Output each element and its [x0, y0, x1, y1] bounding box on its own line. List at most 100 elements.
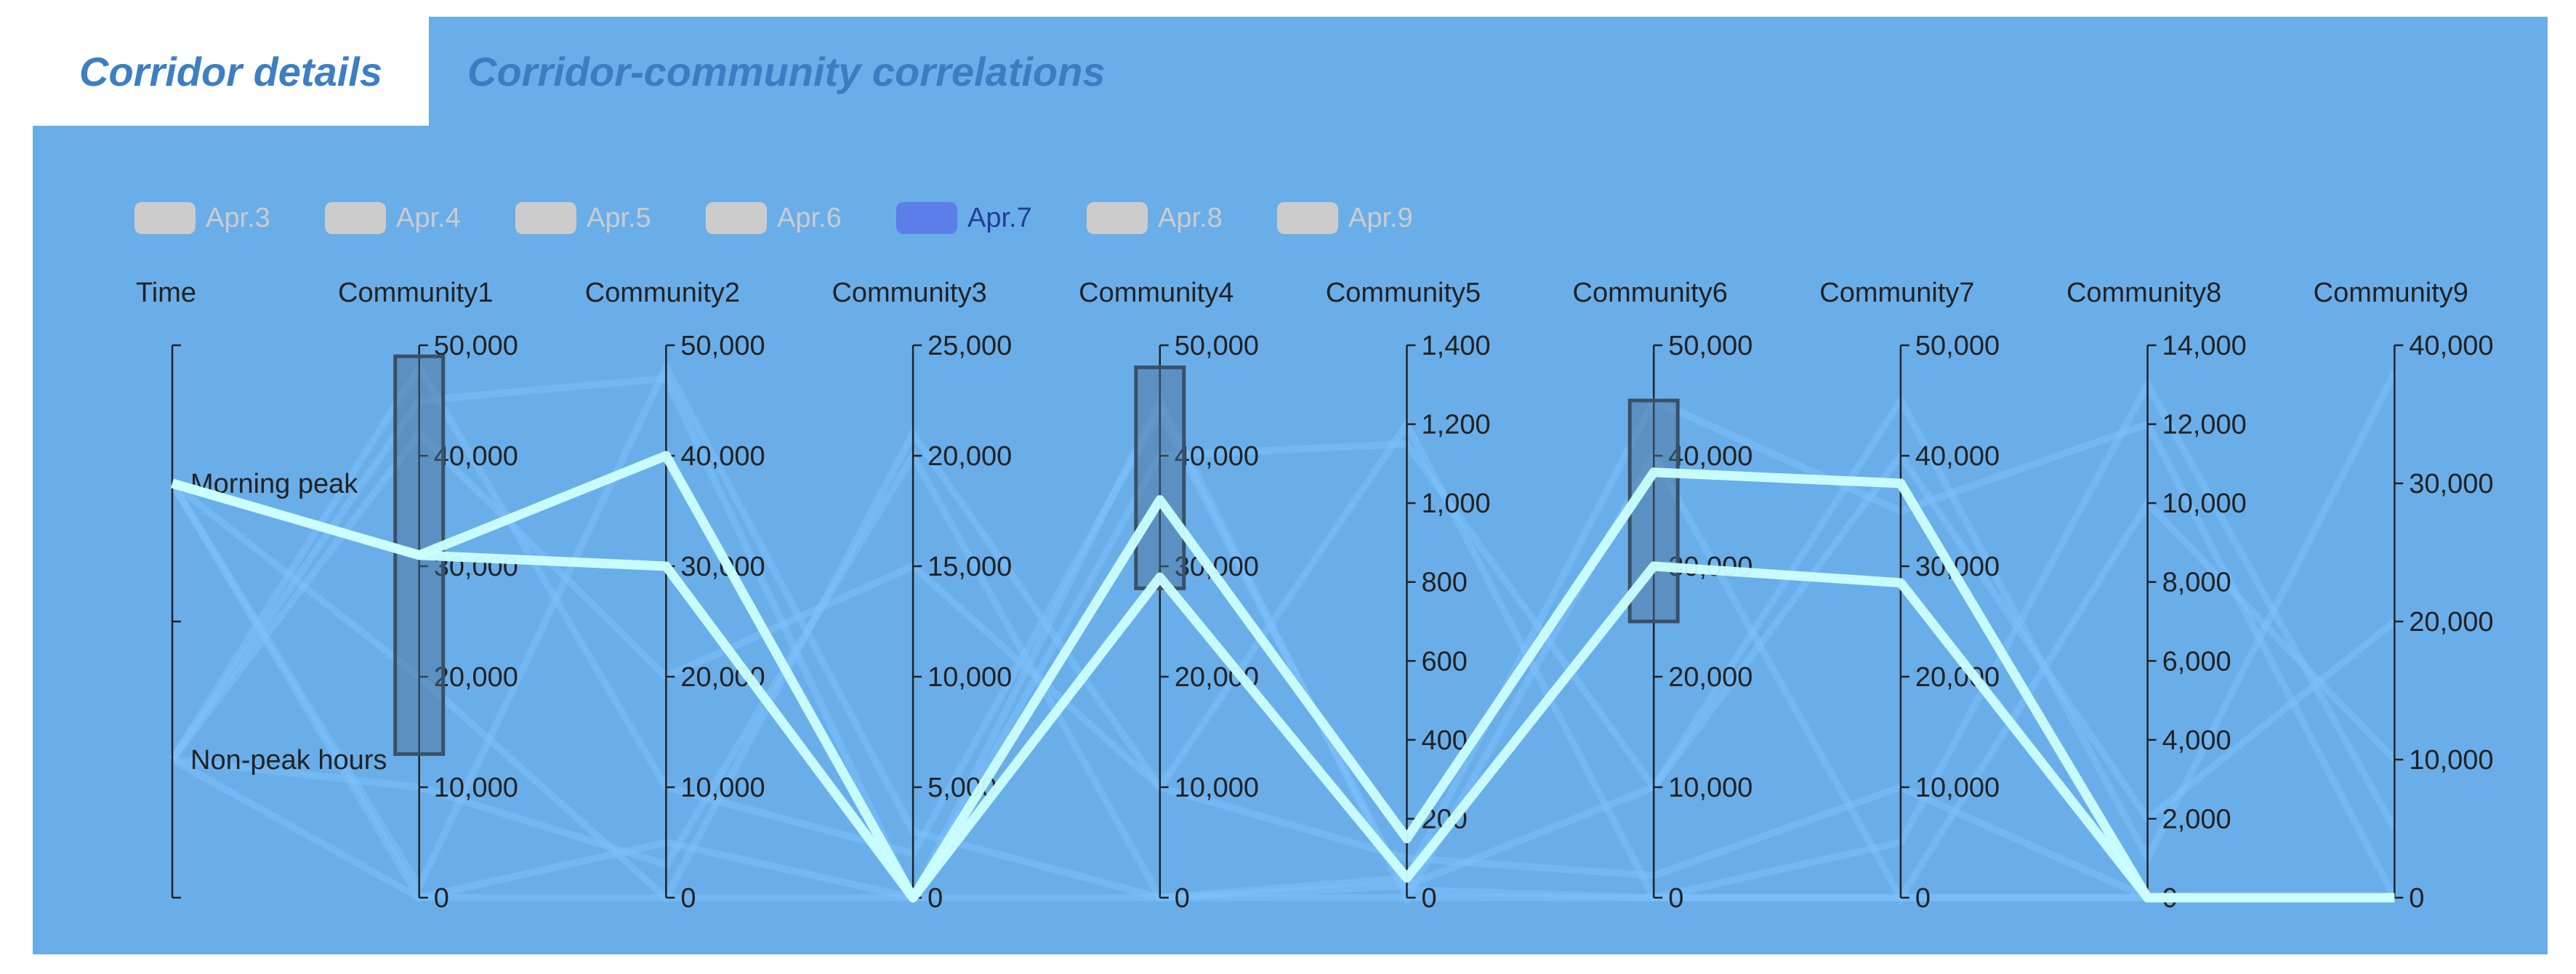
legend-swatch — [515, 202, 576, 234]
legend-swatch — [134, 202, 196, 234]
tick-label: 30,000 — [2409, 469, 2493, 499]
legend-swatch — [1277, 202, 1338, 234]
tick-label: 0 — [927, 883, 943, 914]
faded-series-group — [169, 359, 2398, 906]
tick-label: 40,000 — [1175, 441, 1259, 472]
tick-label: 50,000 — [1175, 331, 1259, 361]
tab-corridor-community-correlations[interactable]: Corridor-community correlations — [467, 48, 1106, 94]
tick-label: 1,000 — [1422, 488, 1491, 519]
axis-community7: Community7010,00020,00030,00040,00050,00… — [1819, 278, 2000, 914]
tick-label: 400 — [1422, 725, 1468, 756]
highlighted-series-line-0 — [171, 451, 2395, 903]
tick-label: 10,000 — [2162, 488, 2247, 519]
legend-item-apr-3[interactable]: Apr.3 — [134, 202, 325, 234]
tick-label: 10,000 — [1915, 773, 2000, 803]
axis-name: Community7 — [1819, 278, 1974, 308]
tick-label: 10,000 — [680, 773, 765, 803]
faded-series-line-1 — [172, 395, 2398, 902]
legend-swatch — [706, 202, 767, 234]
legend-label: Apr.8 — [1158, 202, 1223, 233]
tick-label: 600 — [1422, 646, 1468, 677]
tick-label: 40,000 — [1915, 441, 2000, 472]
axis-community2: Community2010,00020,00030,00040,00050,00… — [585, 278, 765, 914]
tick-label: 50,000 — [434, 331, 518, 361]
faded-series-line-3 — [169, 427, 2395, 903]
tick-label: 4,000 — [2162, 725, 2231, 756]
legend-item-apr-9[interactable]: Apr.9 — [1277, 202, 1468, 234]
tick-label: 2,000 — [2162, 804, 2231, 834]
tick-label: 40,000 — [1668, 441, 1752, 472]
axis-community9: Community9 0 10,000 20,000 30,000 40,000 — [2314, 278, 2494, 914]
legend-swatch — [896, 202, 957, 234]
axis-brush-community4[interactable] — [1134, 365, 1186, 590]
chart-legend: Apr.3 Apr.4 Apr.5 Apr.6 Apr.7 Apr.8 Apr.9 — [134, 200, 1468, 236]
axis-community4: Community4010,00020,00030,00040,00050,00… — [1079, 278, 1259, 914]
tick-label: 50,000 — [1668, 331, 1752, 361]
tick-label: 0 — [434, 883, 449, 914]
tick-label: 800 — [1422, 568, 1468, 598]
tick-label: 8,000 — [2162, 568, 2231, 598]
faded-series-line-7 — [169, 377, 2398, 902]
axis-name: Community8 — [2066, 278, 2221, 308]
faded-series-line-6 — [169, 359, 2397, 902]
highlighted-series-group — [171, 451, 2395, 903]
tick-label: 10,000 — [2409, 745, 2493, 776]
highlighted-series-line-1 — [171, 478, 2395, 903]
tick-label: 6,000 — [2162, 646, 2231, 677]
axis-community6: Community6010,00020,00030,00040,00050,00… — [1573, 278, 1753, 914]
legend-item-apr-7[interactable]: Apr.7 — [896, 202, 1087, 234]
axis-name: Community2 — [585, 278, 740, 308]
tick-label: 20,000 — [434, 662, 518, 693]
tick-label: 0 — [2409, 883, 2424, 914]
tick-label: 10,000 — [927, 662, 1012, 693]
faded-series-line-2 — [169, 392, 2397, 906]
tick-label: 20,000 — [927, 441, 1012, 472]
legend-label: Apr.9 — [1348, 202, 1413, 233]
tick-label: 40,000 — [680, 441, 765, 472]
tick-label: 12,000 — [2162, 410, 2247, 440]
chart-panel — [33, 17, 2548, 954]
axis-name: Community4 — [1079, 278, 1233, 308]
legend-swatch — [325, 202, 386, 234]
tick-label: 40,000 — [2409, 331, 2493, 361]
legend-item-apr-6[interactable]: Apr.6 — [706, 202, 896, 234]
tick-label: 50,000 — [1915, 331, 2000, 361]
legend-item-apr-4[interactable]: Apr.4 — [325, 202, 515, 234]
category-label: Non-peak hours — [190, 745, 387, 776]
legend-label: Apr.3 — [206, 202, 270, 233]
tick-label: 50,000 — [680, 331, 765, 361]
tick-label: 15,000 — [927, 552, 1012, 582]
tick-label: 0 — [1175, 883, 1190, 914]
axis-community1: Community1010,00020,00030,00040,00050,00… — [338, 278, 518, 914]
tick-label: 10,000 — [1668, 773, 1752, 803]
legend-label: Apr.4 — [396, 202, 461, 233]
tick-label: 0 — [1422, 883, 1437, 914]
tab-corridor-details[interactable]: Corridor details — [33, 17, 429, 126]
axis-name: Community9 — [2314, 278, 2468, 308]
legend-label: Apr.6 — [777, 202, 842, 233]
faded-series-line-5 — [170, 756, 2395, 901]
faded-series-line-0 — [169, 371, 2398, 906]
tick-label: 14,000 — [2162, 331, 2247, 361]
tick-label: 0 — [1915, 883, 1931, 914]
tick-label: 1,400 — [1422, 331, 1491, 361]
tick-label: 1,200 — [1422, 410, 1491, 440]
axis-name: Community5 — [1326, 278, 1481, 308]
tick-label: 10,000 — [434, 773, 518, 803]
tab-bar: Corridor details Corridor-community corr… — [33, 17, 2548, 126]
legend-item-apr-5[interactable]: Apr.5 — [515, 202, 706, 234]
legend-label: Apr.5 — [587, 202, 651, 233]
faded-series-line-4 — [169, 360, 2395, 901]
axis-name: Time — [136, 278, 196, 308]
axis-name: Community3 — [832, 278, 986, 308]
legend-label: Apr.7 — [967, 202, 1032, 233]
tick-label: 25,000 — [927, 331, 1012, 361]
tick-label: 0 — [1668, 883, 1683, 914]
axis-name: Community6 — [1573, 278, 1728, 308]
axis-community8: Community802,0004,0006,0008,00010,00012,… — [2066, 278, 2247, 914]
legend-item-apr-8[interactable]: Apr.8 — [1087, 202, 1277, 234]
legend-swatch — [1087, 202, 1148, 234]
